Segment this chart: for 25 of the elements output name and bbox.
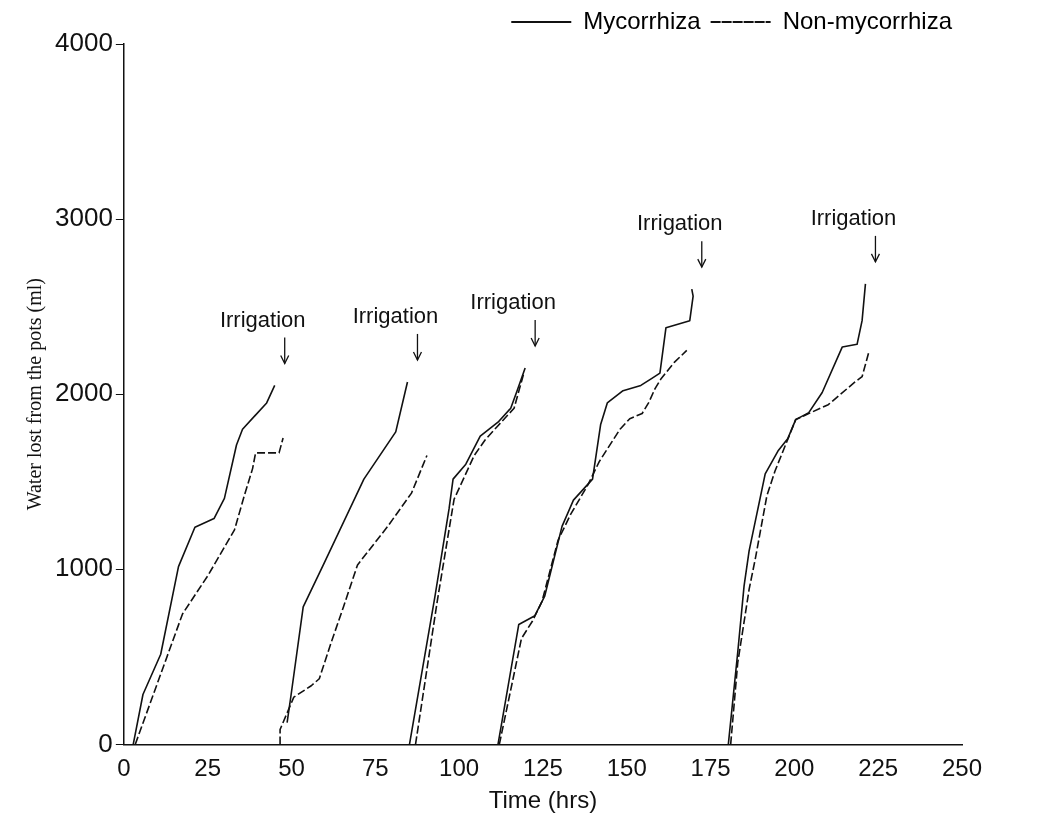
x-tick-label: 50	[278, 754, 305, 782]
x-tick-label: 225	[858, 754, 899, 782]
annotation: Irrigation	[636, 210, 723, 236]
x-tick-label: 150	[606, 754, 647, 782]
x-tick-label: 25	[194, 754, 222, 782]
annotation: Irrigation	[470, 289, 556, 314]
y-tick-label: 2000	[55, 377, 113, 408]
x-tick-label: 0	[117, 754, 131, 782]
y-axis-title: Water lost from the pots (ml)	[23, 278, 47, 511]
x-tick-label: 125	[522, 754, 563, 782]
y-tick-label: 1000	[55, 552, 113, 583]
annotation: Irrigation	[352, 303, 439, 329]
annotation: Irrigation	[219, 306, 306, 332]
y-tick-label: 0	[98, 727, 113, 758]
x-axis-title: Time (hrs)	[488, 786, 598, 814]
y-tick-label: 3000	[55, 202, 113, 233]
x-tick-label: 75	[361, 754, 389, 782]
legend-label: Non-mycorrhiza	[782, 6, 953, 34]
annotation: Irrigation	[810, 204, 897, 230]
x-tick-label: 175	[690, 754, 731, 782]
x-tick-label: 100	[439, 754, 480, 782]
x-tick-label: 200	[774, 754, 815, 782]
x-tick-label: 250	[941, 754, 983, 782]
y-tick-label: 4000	[55, 27, 113, 58]
legend-label: Mycorrhiza	[583, 6, 702, 34]
